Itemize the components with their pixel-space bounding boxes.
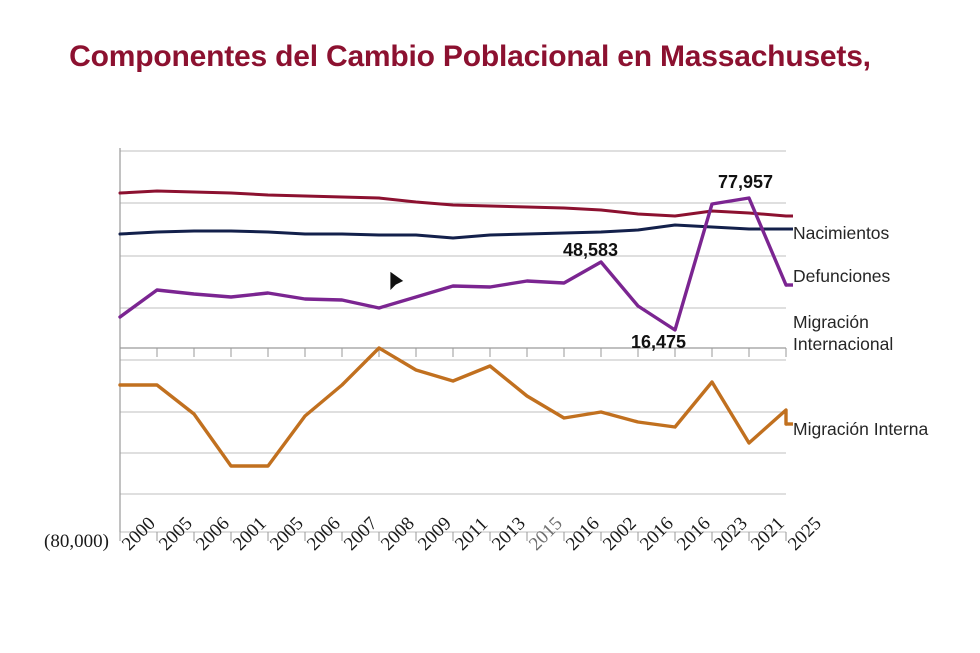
- series-line-migracion-interna: [118, 346, 788, 468]
- x-tick-16: 2023: [710, 513, 752, 555]
- x-tick-5: 2006: [303, 513, 345, 555]
- x-tick-7: 2008: [377, 513, 419, 555]
- x-tick-11: 2015: [525, 513, 567, 555]
- legend-item-migracion-interna[interactable]: Migración Interna: [793, 419, 929, 439]
- x-tick-17: 2021: [747, 513, 789, 555]
- x-axis-ticks-lower: [119, 532, 787, 541]
- legend-color-swatches: [786, 214, 793, 426]
- x-tick-13: 2002: [599, 513, 641, 555]
- mouse-pointer-arrow-icon: [389, 270, 405, 292]
- y-tick-stray: (80,000): [44, 531, 109, 552]
- data-label-48583: 48,583: [563, 240, 619, 260]
- x-axis-ticks-upper: [119, 348, 787, 357]
- series-line-nacimientos: [118, 189, 788, 218]
- x-tick-2: 2006: [192, 513, 234, 555]
- legend-item-migracion-internacional[interactable]: Migración Internacional: [793, 312, 894, 354]
- x-tick-9: 2011: [451, 513, 493, 555]
- data-label-16475: 16,475: [631, 332, 687, 352]
- x-tick-6: 2007: [340, 513, 382, 555]
- data-label-77957: 77,957: [718, 172, 774, 192]
- series-line-migracion-internacional: [118, 196, 788, 332]
- series-line-defunciones: [118, 223, 788, 240]
- legend-item-defunciones[interactable]: Defunciones: [793, 266, 891, 286]
- x-tick-8: 2009: [414, 513, 456, 555]
- legend-item-nacimientos[interactable]: Nacimientos: [793, 223, 890, 243]
- x-tick-1: 2005: [155, 513, 197, 555]
- x-tick-0: 2000: [118, 513, 160, 555]
- page-title: Componentes del Cambio Poblacional en Ma…: [69, 40, 871, 73]
- x-tick-10: 2013: [488, 513, 530, 555]
- x-tick-4: 2005: [266, 513, 308, 555]
- x-tick-3: 2001: [229, 513, 271, 555]
- x-tick-15: 2016: [673, 513, 715, 555]
- chart-legend: Nacimientos Defunciones Migración Intern…: [793, 0, 980, 653]
- x-tick-12: 2016: [562, 513, 604, 555]
- x-tick-14: 2016: [636, 513, 678, 555]
